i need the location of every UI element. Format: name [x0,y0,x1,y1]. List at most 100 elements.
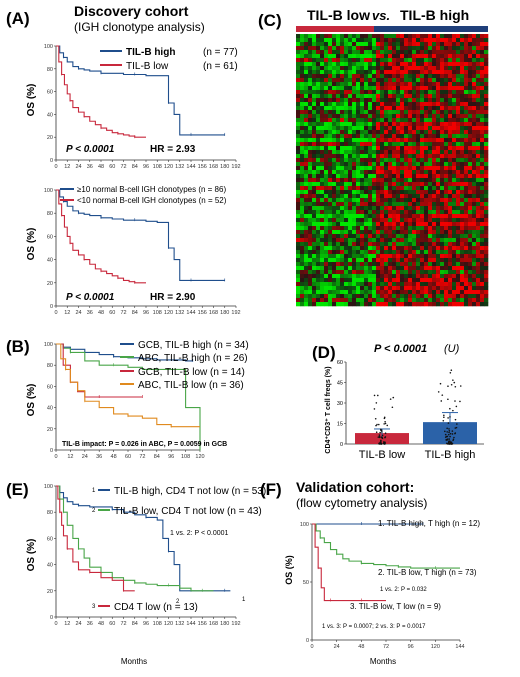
heatmap-cell [400,206,405,211]
heatmap-cell [340,162,345,167]
heatmap-cell [360,230,365,235]
heatmap-cell [440,74,445,79]
heatmap-cell [404,234,409,239]
heatmap-cell [412,230,417,235]
heatmap-cell [392,74,397,79]
heatmap-cell [416,82,421,87]
heatmap-cell [440,146,445,151]
heatmap-cell [300,210,305,215]
heatmap-cell [444,122,449,127]
heatmap-cell [392,274,397,279]
heatmap-cell [404,182,409,187]
heatmap-cell [304,242,309,247]
heatmap-cell [396,122,401,127]
km-curve-2 [56,45,146,138]
km-curve-3 [56,343,143,398]
y-tick-label: 100 [44,44,53,50]
heatmap-cell [464,254,469,259]
heatmap-cell [436,278,441,283]
heatmap-cell [432,214,437,219]
y-tick-label: 40 [47,258,53,264]
heatmap-cell [428,74,433,79]
heatmap-cell [408,238,413,243]
heatmap-cell [464,98,469,103]
heatmap-cell [428,170,433,175]
heatmap-cell [368,182,373,187]
heatmap-cell [364,238,369,243]
heatmap-cell [324,34,329,39]
heatmap-cell [368,278,373,283]
heatmap-cell [336,126,341,131]
heatmap-cell [304,58,309,63]
heatmap-cell [400,170,405,175]
heatmap-cell [344,146,349,151]
heatmap-cell [340,130,345,135]
heatmap-cell [404,62,409,67]
heatmap-cell [444,126,449,131]
heatmap-cell [400,302,405,307]
heatmap-cell [368,38,373,43]
heatmap-cell [400,274,405,279]
heatmap-cell [364,286,369,291]
heatmap-cell [464,46,469,51]
panel-c-label: (C) [258,11,282,30]
heatmap-cell [384,62,389,67]
x-tick-label: 192 [231,164,240,170]
heatmap-cell [412,90,417,95]
heatmap-cell [444,38,449,43]
heatmap-cell [440,114,445,119]
heatmap-cell [480,162,485,167]
heatmap-cell [472,166,477,171]
heatmap-cell [312,58,317,63]
heatmap-cell [332,262,337,267]
heatmap-cell [436,54,441,59]
heatmap-cell [416,34,421,39]
heatmap-cell [432,210,437,215]
heatmap-cell [460,290,465,295]
x-tick-label: 24 [334,644,340,650]
heatmap-cell [360,286,365,291]
heatmap-cell [444,86,449,91]
heatmap-cell [444,302,449,307]
heatmap-cell [412,126,417,131]
heatmap-cell [344,294,349,299]
heatmap-cell [316,226,321,231]
heatmap-cell [364,210,369,215]
heatmap-cell [420,166,425,171]
heatmap-cell [472,146,477,151]
heatmap-cell [424,238,429,243]
heatmap-cell [340,186,345,191]
heatmap-cell [380,102,385,107]
heatmap-cell [388,290,393,295]
heatmap-cell [308,122,313,127]
heatmap-cell [332,138,337,143]
heatmap-cell [456,290,461,295]
heatmap-cell [452,170,457,175]
heatmap-cell [432,274,437,279]
heatmap-cell [324,118,329,123]
heatmap-cell [428,146,433,151]
heatmap-cell [444,98,449,103]
heatmap-cell [308,250,313,255]
heatmap-cell [304,206,309,211]
heatmap-cell [388,154,393,159]
heatmap-cell [472,214,477,219]
heatmap-cell [440,158,445,163]
heatmap-cell [376,126,381,131]
heatmap-cell [368,246,373,251]
heatmap-cell [452,106,457,111]
heatmap-cell [336,50,341,55]
heatmap-cell [320,230,325,235]
heatmap-cell [336,186,341,191]
heatmap-cell [432,74,437,79]
heatmap-cell [308,38,313,43]
heatmap-cell [432,182,437,187]
heatmap-cell [316,122,321,127]
heatmap-cell [480,278,485,283]
heatmap-cell [448,234,453,239]
heatmap-cell [456,202,461,207]
heatmap-cell [336,102,341,107]
heatmap-cell [392,298,397,303]
heatmap-cell [476,142,481,147]
